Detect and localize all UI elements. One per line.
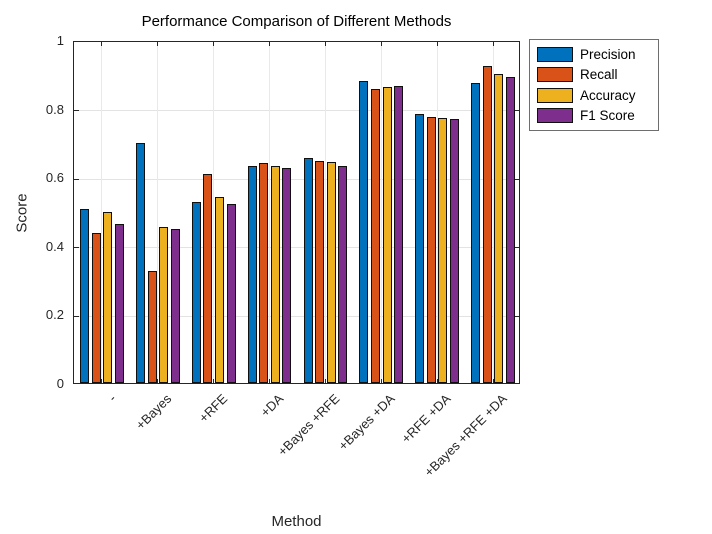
bar: [226, 204, 236, 383]
gridline: [213, 42, 215, 383]
tick-mark: [157, 42, 159, 46]
bar: [247, 165, 257, 383]
bar: [482, 66, 492, 383]
bar: [471, 82, 481, 383]
legend-swatch: [537, 108, 573, 124]
chart-title: Performance Comparison of Different Meth…: [141, 13, 452, 30]
tick-mark: [324, 379, 326, 383]
bar: [147, 270, 157, 383]
tick-mark: [436, 42, 438, 46]
y-tick-label: 0.4: [45, 238, 64, 254]
legend-item: F1 Score: [537, 108, 658, 124]
tick-mark: [213, 379, 215, 383]
tick-mark: [380, 379, 382, 383]
tick-mark: [514, 315, 519, 317]
y-tick-label: 0: [56, 376, 64, 391]
tick-mark: [101, 42, 103, 46]
gridline: [74, 178, 519, 180]
bar: [394, 85, 404, 383]
bar: [170, 229, 180, 383]
tick-mark: [324, 42, 326, 46]
x-tick-label: -: [104, 391, 119, 405]
tick-mark: [514, 178, 519, 180]
tick-mark: [101, 379, 103, 383]
tick-mark: [492, 379, 494, 383]
y-tick-label: 1: [56, 33, 64, 48]
gridline: [269, 42, 271, 383]
x-tick-label: +RFE +DA: [398, 391, 454, 447]
legend-swatch: [537, 67, 573, 83]
tick-mark: [74, 315, 79, 317]
tick-mark: [436, 379, 438, 383]
tick-mark: [74, 178, 79, 180]
x-axis-label: Method: [271, 513, 322, 530]
tick-mark: [213, 42, 215, 46]
tick-mark: [380, 42, 382, 46]
bar: [438, 118, 448, 383]
gridline: [380, 42, 382, 383]
bar: [259, 162, 269, 383]
legend-label: Precision: [580, 46, 636, 62]
bar: [203, 174, 213, 383]
tick-mark: [269, 379, 271, 383]
bar: [303, 157, 313, 383]
bar: [371, 88, 380, 383]
x-tick-label: +Bayes +DA: [335, 391, 398, 454]
bar: [270, 165, 280, 383]
bar: [214, 197, 224, 383]
bar: [135, 142, 145, 383]
bar: [80, 208, 90, 383]
gridline: [324, 42, 326, 383]
gridline: [157, 42, 159, 383]
x-tick-label: +DA: [257, 391, 287, 420]
bar: [505, 76, 515, 383]
bar: [494, 73, 504, 383]
gridline: [74, 247, 519, 249]
bar: [415, 114, 425, 383]
bar: [191, 202, 201, 383]
bar: [382, 87, 392, 383]
bar: [103, 211, 113, 383]
y-tick-label: 0.8: [45, 101, 64, 117]
bar: [159, 226, 169, 383]
tick-mark: [514, 110, 519, 112]
gridline: [74, 110, 519, 112]
tick-mark: [74, 247, 79, 249]
plot-area: [73, 41, 520, 384]
legend-label: F1 Score: [580, 108, 635, 124]
tick-mark: [157, 379, 159, 383]
bar: [326, 161, 336, 383]
tick-mark: [492, 42, 494, 46]
legend-item: Accuracy: [537, 87, 658, 103]
bar: [91, 233, 101, 383]
y-tick-label: 0.2: [45, 307, 64, 323]
tick-mark: [514, 247, 519, 249]
gridline: [74, 315, 519, 317]
legend-swatch: [537, 46, 573, 62]
gridline: [101, 42, 103, 383]
bar: [315, 160, 325, 383]
bar: [426, 116, 436, 383]
bar: [338, 166, 348, 383]
legend-item: Recall: [537, 67, 658, 83]
tick-mark: [269, 42, 271, 46]
bar: [282, 167, 292, 383]
tick-mark: [74, 110, 79, 112]
legend-label: Accuracy: [580, 87, 636, 103]
bar: [114, 223, 124, 383]
bar: [359, 81, 369, 383]
legend-item: Precision: [537, 46, 658, 62]
legend: Precision Recall Accuracy F1 Score: [529, 39, 659, 131]
gridline: [436, 42, 438, 383]
gridline: [492, 42, 494, 383]
bar: [450, 118, 460, 383]
y-tick-label: 0.6: [45, 170, 64, 186]
x-tick-label: +RFE: [195, 391, 231, 426]
legend-label: Recall: [580, 67, 618, 83]
y-axis-label: Score: [13, 193, 31, 233]
legend-swatch: [537, 87, 573, 103]
x-tick-label: +Bayes: [132, 391, 175, 433]
